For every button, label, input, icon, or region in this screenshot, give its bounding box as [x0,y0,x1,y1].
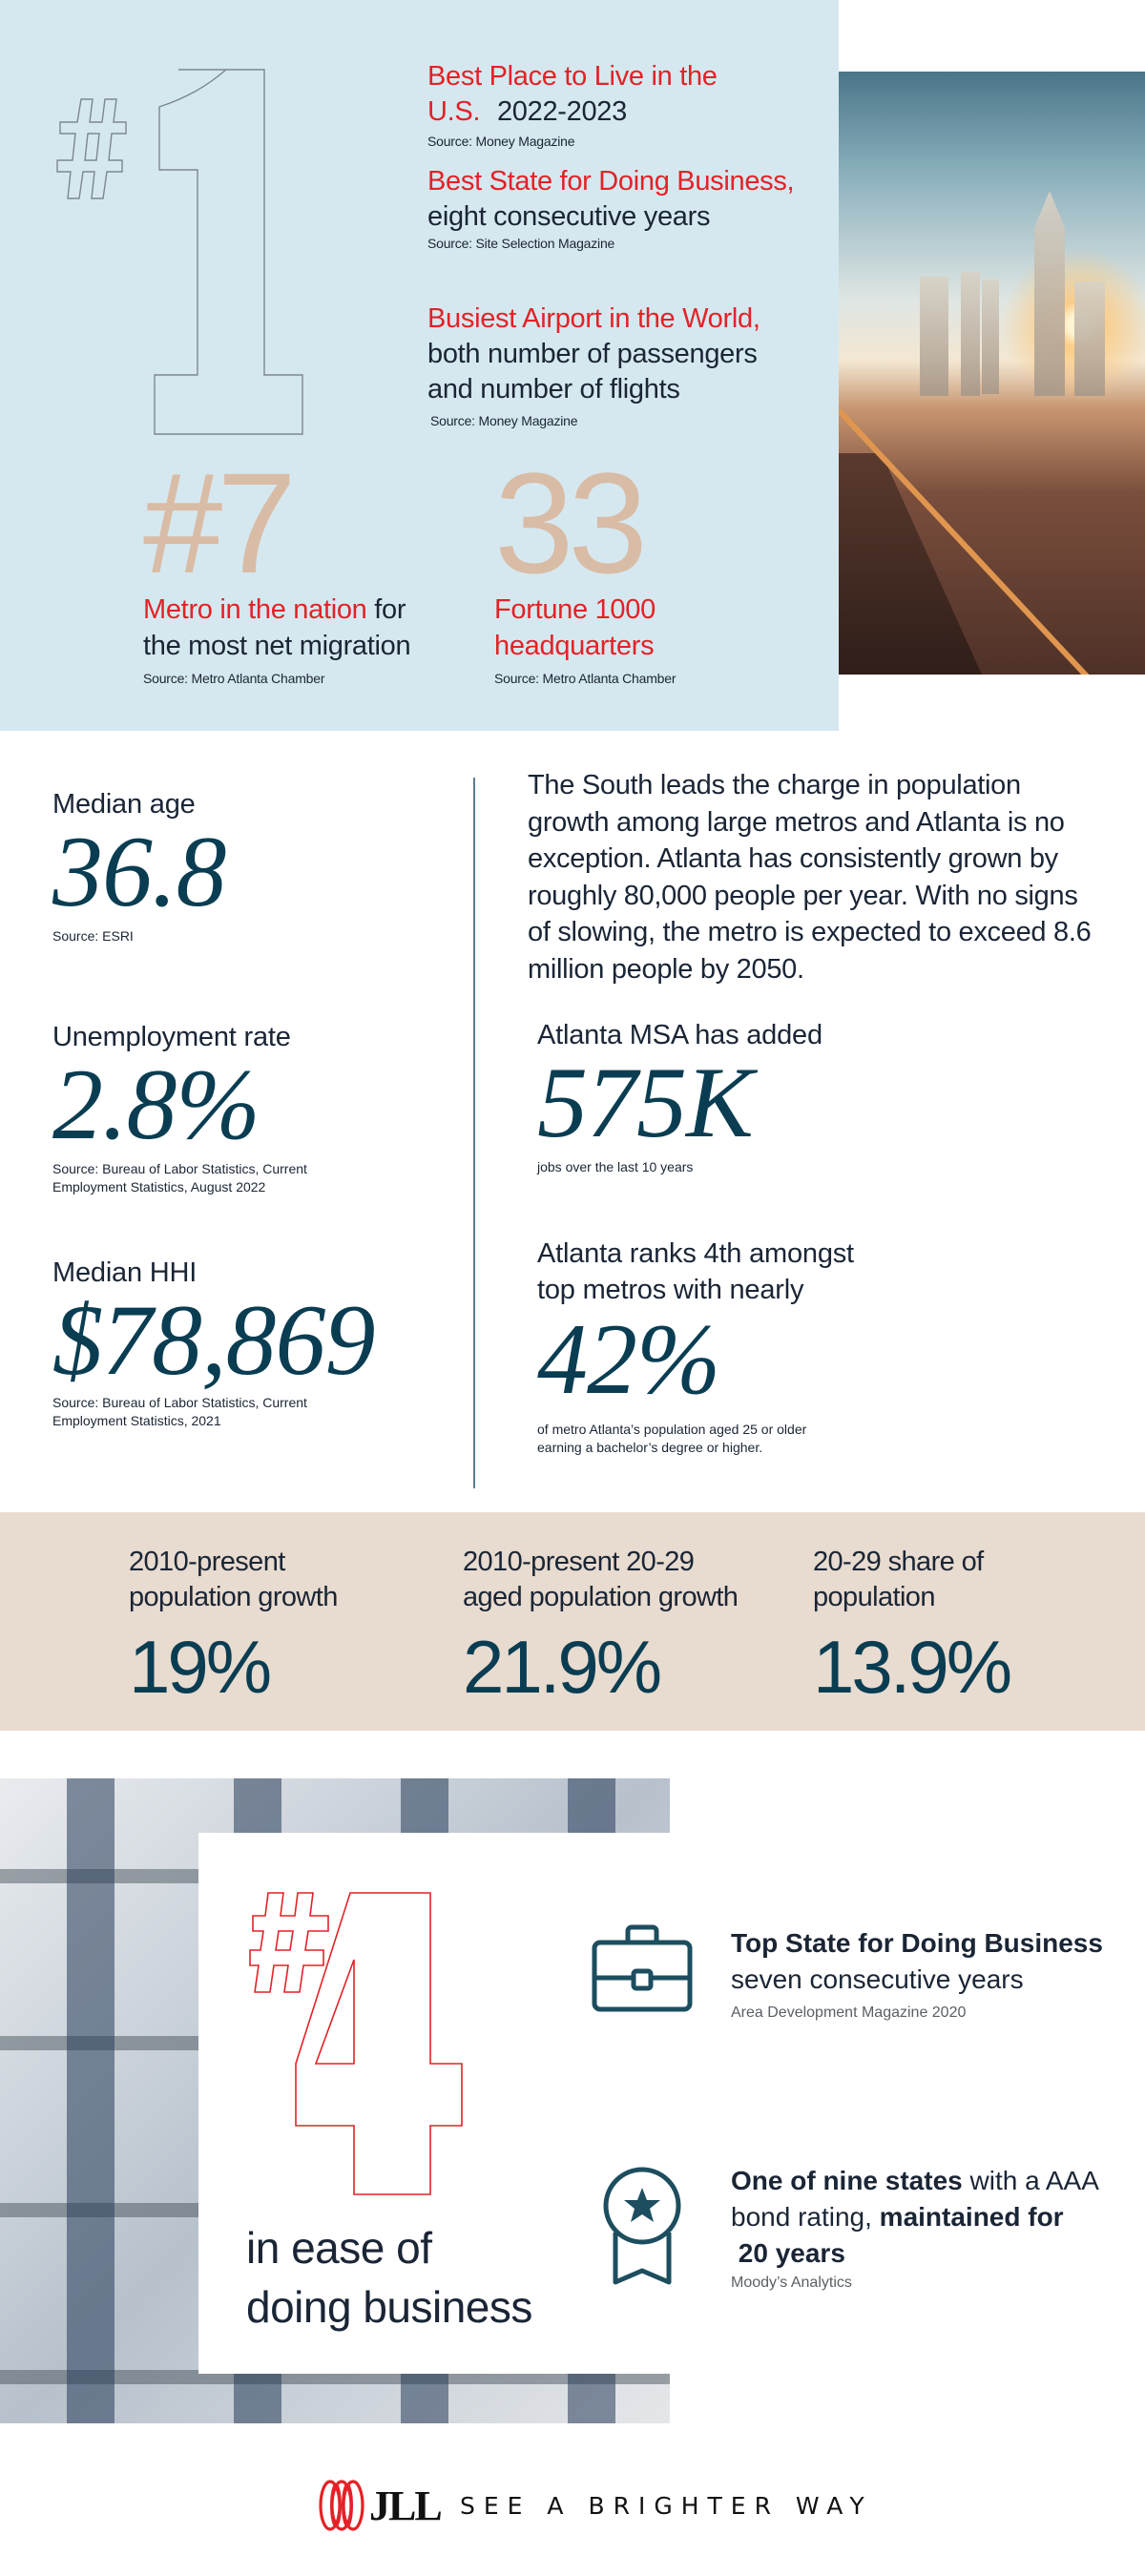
jll-rings-logo-icon [319,2480,364,2531]
business-ranking-card [198,1833,1145,2374]
fact-light: bond rating, [731,2202,880,2232]
band-value: 19% [129,1625,272,1709]
fact-headline: One of nine states with a AAA [731,2163,1132,2199]
hash-four-outline-graphic [249,1892,463,2195]
band-label: aged population growth [463,1582,739,1612]
award-years: 2022-2023 [496,96,627,127]
award-source: Source: Money Magazine [430,413,578,428]
award-best-state-for-business: Best State for Doing Business, eight con… [427,164,828,252]
stat-caption: of metro Atlanta’s population aged 25 or… [537,1422,807,1437]
fact-bold: 20 years [731,2238,845,2268]
stat-value: 33 [494,443,648,603]
stat-caption: jobs over the last 10 years [537,1159,694,1174]
population-growth-paragraph: The South leads the charge in population… [528,770,1092,985]
stat-value: $78,869 [52,1284,375,1396]
fact-bold: maintained for [879,2202,1064,2232]
band-value: 13.9% [813,1625,1012,1709]
band-value: 21.9% [463,1625,662,1709]
award-best-place-to-live: Best Place to Live in the U.S. 2022-2023… [427,59,828,150]
brand-tagline: SEE A BRIGHTER WAY [460,2492,873,2520]
band-label: 20-29 share of [813,1547,984,1577]
award-detail: eight consecutive years [427,201,711,232]
stat-source: Employment Statistics, 2021 [52,1413,221,1428]
population-growth-stat: 2010-present population growth 19% [129,1545,338,1705]
stat-value: #7 [143,443,297,603]
stat-source: Source: Metro Atlanta Chamber [143,671,325,686]
award-busiest-airport: Busiest Airport in the World, both numbe… [427,301,828,429]
median-hhi-stat: Median HHI $78,869 Source: Bureau of Lab… [52,1257,375,1430]
jobs-added-stat: Atlanta MSA has added 575K jobs over the… [537,1019,822,1176]
fact-source: Moody’s Analytics [731,2275,852,2291]
band-label: 2010-present [129,1547,285,1577]
fact-aaa-bond-rating: One of nine states with a AAA bond ratin… [731,2163,1132,2295]
band-label: 2010-present 20-29 [463,1547,695,1577]
stat-source: Employment Statistics, August 2022 [52,1179,266,1195]
stat-description: Fortune 1000 headquarters [494,592,800,664]
stat-value: 2.8% [52,1049,260,1160]
footer-brand: JLL SEE A BRIGHTER WAY [0,2471,1145,2538]
award-title: Best State for Doing Business, [427,166,795,197]
award-title: Busiest Airport in the World, [427,303,760,334]
stat-source: Source: Bureau of Labor Statistics, Curr… [52,1395,307,1410]
award-ribbon-icon [603,2167,681,2285]
award-source: Source: Site Selection Magazine [427,236,615,251]
stat-source: Source: ESRI [52,928,134,944]
ease-line: in ease of [246,2223,432,2273]
award-detail: both number of passengers [427,339,758,369]
award-title: Best Place to Live in the [427,61,718,92]
stat-text: the most net migration [143,631,411,661]
award-source: Source: Money Magazine [427,134,575,149]
stat-text: for [366,594,406,625]
column-divider [473,778,475,1488]
stat-label: Unemployment rate [52,1022,291,1052]
stat-label: Median age [52,789,196,820]
stat-highlight: Fortune 1000 [494,594,656,625]
unemployment-rate-stat: Unemployment rate 2.8% Source: Bureau of… [52,1021,307,1196]
stat-value: 42% [537,1303,720,1415]
fortune-1000-stat: 33 Fortune 1000 headquarters Source: Met… [494,443,800,687]
stat-label: Atlanta ranks 4th amongst [537,1238,854,1269]
fact-bold: One of nine states [731,2166,963,2195]
stat-label: top metros with nearly [537,1275,804,1305]
stat-value: 36.8 [52,816,226,927]
stat-value: 575K [537,1047,754,1158]
jll-wordmark: JLL [369,2483,443,2529]
hash-one-outline-graphic [56,69,303,435]
fact-source: Area Development Magazine 2020 [731,2005,967,2021]
stat-highlight: Metro in the nation [143,594,367,625]
aged-20-29-share-stat: 20-29 share of population 13.9% [813,1545,1012,1709]
net-migration-stat: #7 Metro in the nation for the most net … [143,443,458,687]
fact-headline: Top State for Doing Business [731,1928,1103,1958]
fact-detail: seven consecutive years [731,1964,1024,1994]
stat-source: Source: Metro Atlanta Chamber [494,671,677,686]
stat-description: Metro in the nation for the most net mig… [143,592,458,664]
stat-source: Source: Bureau of Labor Statistics, Curr… [52,1161,307,1176]
band-label: population growth [129,1582,338,1612]
aged-20-29-growth-stat: 2010-present 20-29 aged population growt… [463,1545,739,1709]
top-highlights-panel [0,0,839,731]
fact-light: with a AAA [962,2166,1099,2195]
band-label: population [813,1582,935,1612]
stat-label: Atlanta MSA has added [537,1020,822,1050]
stat-label: Median HHI [52,1257,198,1288]
stat-highlight: headquarters [494,631,655,661]
ease-line: doing business [246,2282,532,2332]
fact-top-state-business: Top State for Doing Business seven conse… [731,1925,1132,2025]
stat-caption: earning a bachelor’s degree or higher. [537,1440,763,1455]
median-age-stat: Median age 36.8 Source: ESRI [52,788,226,945]
population-stats-band: 2010-present population growth 19% 2010-… [0,1512,1145,1731]
briefcase-icon [592,1924,693,2012]
bachelors-degree-stat: Atlanta ranks 4th amongst top metros wit… [537,1236,854,1457]
award-title-cont: U.S. [427,96,481,127]
award-detail: and number of flights [427,374,680,405]
atlanta-skyline-photo [839,72,1145,675]
fact-headline: bond rating, maintained for [731,2199,1132,2235]
ease-of-business-text: in ease of doing business [246,2218,532,2337]
